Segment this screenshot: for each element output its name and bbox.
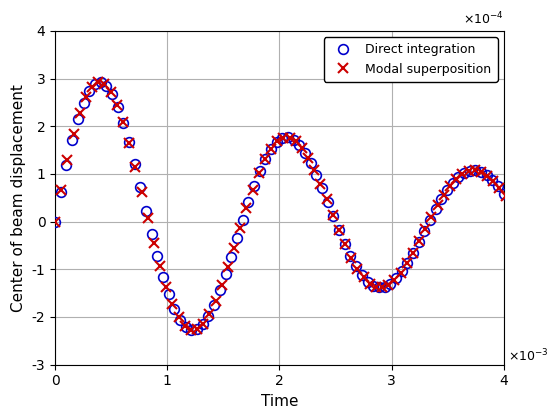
Modal superposition — [95, 80, 102, 85]
Modal superposition — [157, 263, 164, 268]
Direct integration — [188, 328, 195, 333]
Y-axis label: Center of beam displacement: Center of beam displacement — [11, 84, 26, 312]
Modal superposition — [311, 168, 318, 173]
Direct integration — [353, 264, 360, 269]
Direct integration — [97, 80, 104, 85]
Modal superposition — [472, 168, 478, 173]
Modal superposition — [317, 181, 324, 186]
Modal superposition — [212, 299, 219, 304]
Direct integration — [52, 219, 58, 224]
Direct integration — [370, 283, 376, 288]
Modal superposition — [502, 194, 509, 199]
Direct integration — [262, 156, 269, 161]
Direct integration — [461, 171, 468, 176]
Line: Direct integration: Direct integration — [50, 78, 508, 335]
Modal superposition — [151, 240, 157, 245]
Modal superposition — [52, 219, 58, 224]
X-axis label: Time: Time — [261, 394, 298, 409]
Direct integration — [330, 214, 337, 219]
Text: $\times10^{-3}$: $\times10^{-3}$ — [508, 348, 549, 365]
Text: $\times10^{-4}$: $\times10^{-4}$ — [463, 11, 504, 28]
Modal superposition — [188, 327, 194, 332]
Direct integration — [336, 228, 343, 233]
Direct integration — [501, 191, 507, 196]
Legend: Direct integration, Modal superposition: Direct integration, Modal superposition — [324, 37, 498, 82]
Line: Modal superposition: Modal superposition — [50, 78, 510, 335]
